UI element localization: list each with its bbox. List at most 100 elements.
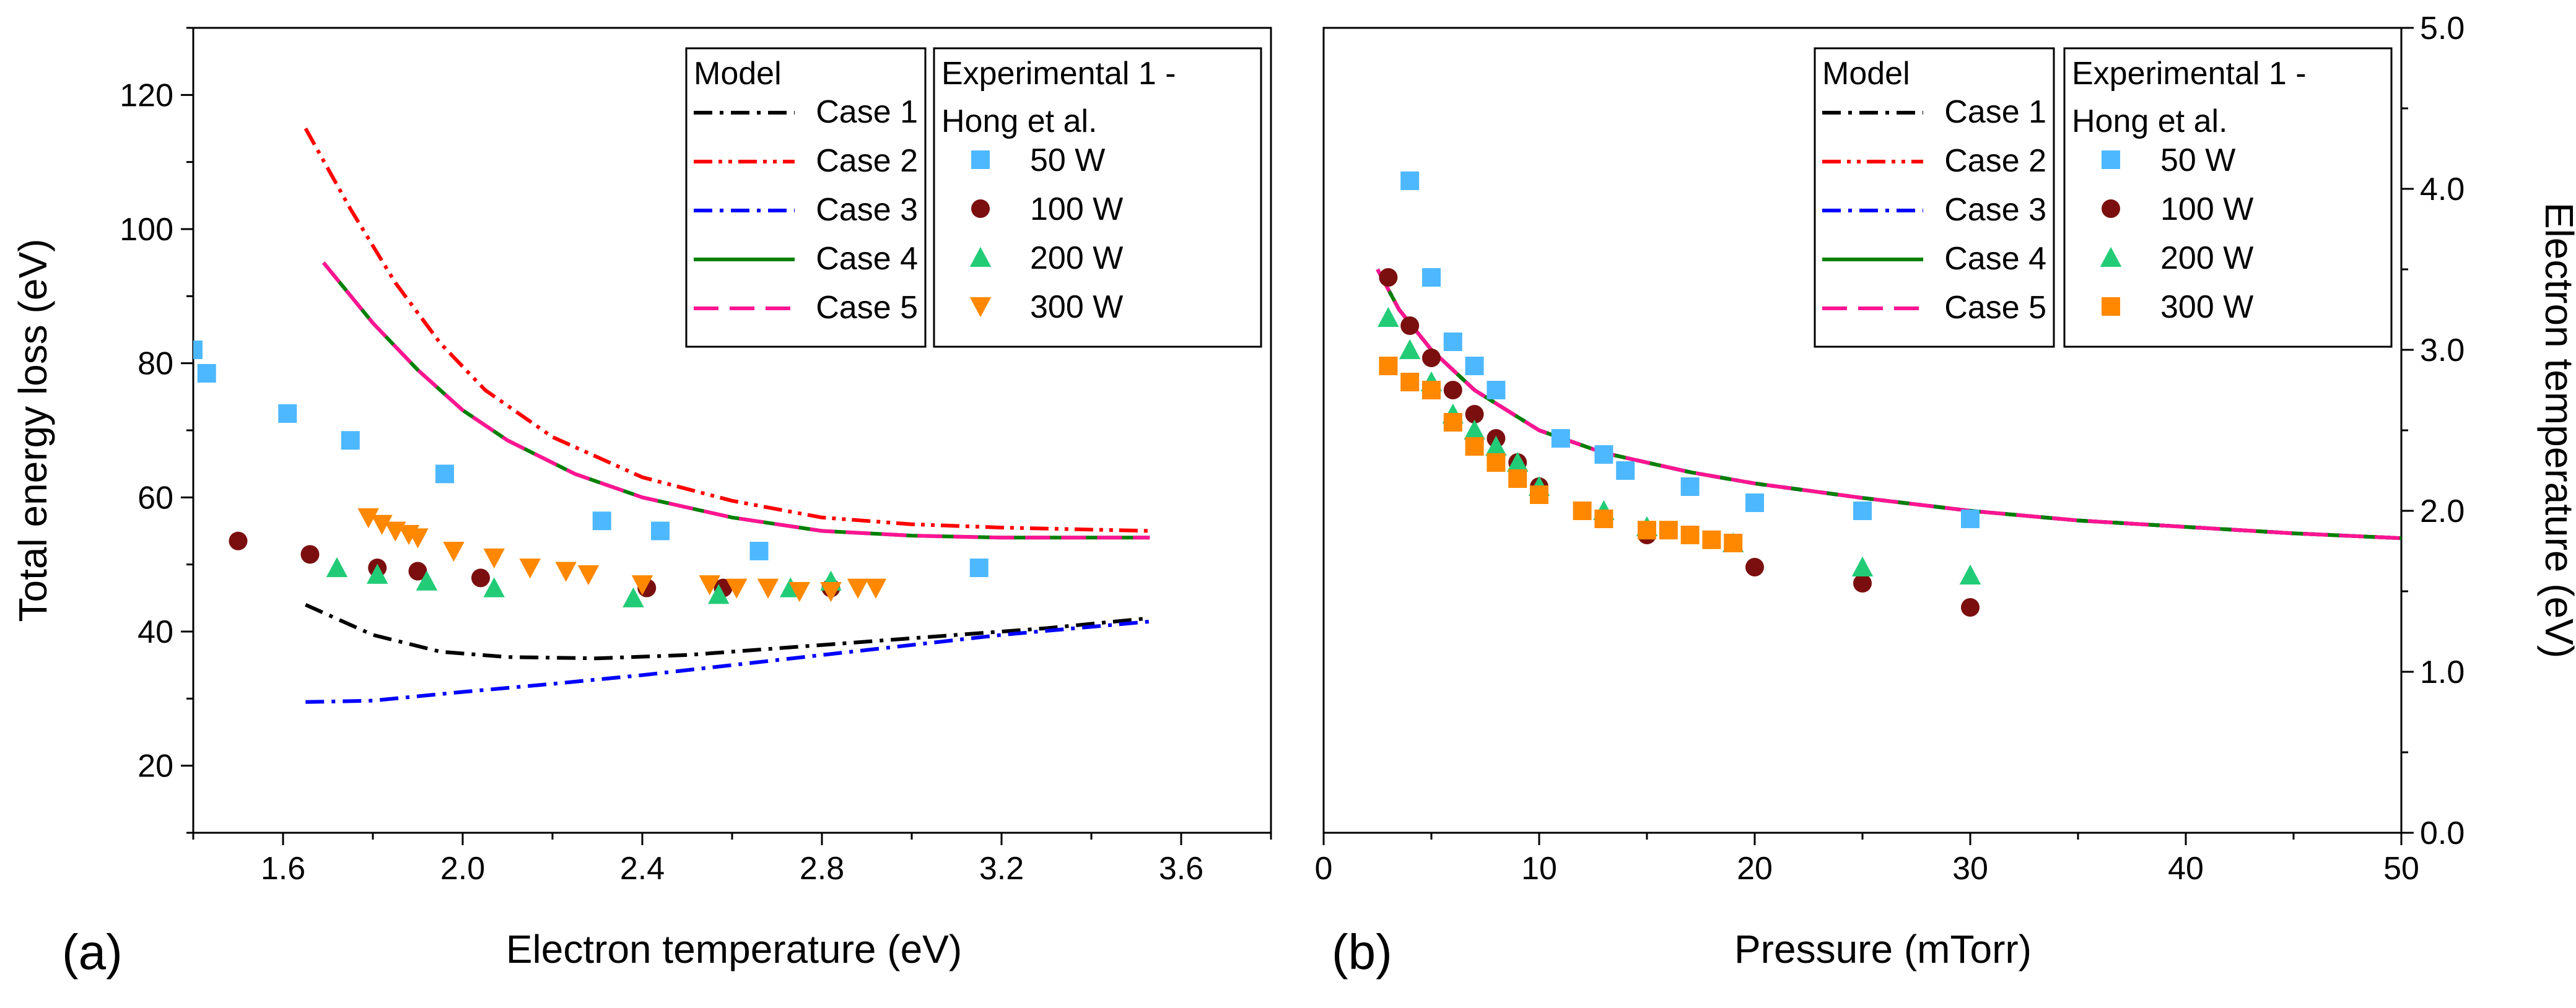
legend-marker-swatch bbox=[971, 199, 990, 218]
point-300w bbox=[1487, 453, 1506, 472]
point-50w bbox=[1961, 510, 1980, 528]
point-100w bbox=[1961, 598, 1980, 617]
y-axis-label: Electron temperature (eV) bbox=[2537, 202, 2576, 658]
point-200w bbox=[1378, 306, 1399, 327]
point-300w bbox=[757, 578, 779, 599]
legend-marker-label: 200 W bbox=[1030, 240, 1123, 276]
x-tick-label: 3.2 bbox=[979, 851, 1024, 887]
point-100w bbox=[1400, 316, 1420, 335]
point-50w bbox=[193, 341, 203, 359]
legend-exp-box bbox=[2063, 47, 2393, 348]
point-100w bbox=[1379, 268, 1398, 287]
panel-b: 0 10 20 30 40 500.0 1.0 2.0 3.0 4.0 5.0 Pressure (m… bbox=[1315, 11, 2576, 980]
y-tick-label: 120 bbox=[120, 77, 173, 113]
legend-marker-label: 300 W bbox=[2160, 289, 2253, 325]
point-200w bbox=[326, 557, 348, 578]
point-200w bbox=[708, 584, 730, 604]
y-tick-label: 20 bbox=[138, 749, 173, 784]
y-tick-label: 80 bbox=[138, 346, 173, 382]
legend-line-label: Case 3 bbox=[1944, 192, 2046, 228]
legend-marker-label: 50 W bbox=[2160, 142, 2235, 178]
y-tick-label: 100 bbox=[120, 212, 173, 248]
point-100w bbox=[1465, 405, 1484, 424]
point-300w bbox=[407, 528, 429, 549]
legend-line-label: Case 3 bbox=[816, 192, 918, 228]
x-tick-label: 1.6 bbox=[261, 851, 305, 887]
legend-line-label: Case 1 bbox=[816, 94, 918, 130]
point-50w bbox=[1853, 502, 1872, 520]
point-300w bbox=[699, 575, 720, 596]
legend-line-label: Case 4 bbox=[816, 241, 918, 277]
y-tick-label: 3.0 bbox=[2420, 332, 2465, 368]
point-50w bbox=[1745, 493, 1764, 512]
point-50w bbox=[1422, 268, 1441, 287]
point-100w bbox=[471, 568, 490, 588]
point-100w bbox=[1745, 558, 1764, 576]
legend-marker-label: 100 W bbox=[2160, 191, 2253, 227]
point-300w bbox=[1508, 469, 1527, 488]
point-300w bbox=[1465, 437, 1484, 456]
point-300w bbox=[483, 548, 505, 569]
legend-exp-title: Experimental 1 - bbox=[2072, 56, 2307, 92]
point-200w bbox=[1464, 419, 1485, 440]
legend-model-title: Model bbox=[1822, 56, 1910, 92]
y-tick-label: 0.0 bbox=[2420, 815, 2465, 851]
point-50w bbox=[1465, 357, 1484, 375]
point-100w bbox=[1422, 349, 1441, 367]
point-50w bbox=[1551, 429, 1570, 448]
point-50w bbox=[1594, 445, 1613, 464]
point-200w bbox=[1506, 451, 1529, 472]
x-tick-label: 50 bbox=[2383, 851, 2419, 887]
point-300w bbox=[577, 565, 600, 586]
x-tick-label: 0 bbox=[1315, 851, 1333, 887]
x-tick-label: 40 bbox=[2168, 851, 2204, 887]
y-axis-label: Total energy loss (eV) bbox=[11, 239, 55, 622]
point-300w bbox=[357, 508, 379, 529]
legend-line-label: Case 2 bbox=[816, 143, 918, 179]
point-50w bbox=[749, 542, 769, 560]
legend-model-box bbox=[1814, 47, 2055, 348]
y-tick-label: 2.0 bbox=[2420, 493, 2465, 529]
point-300w bbox=[555, 562, 577, 582]
legend-marker-swatch bbox=[971, 150, 990, 169]
point-50w bbox=[969, 558, 989, 578]
x-tick-label: 10 bbox=[1521, 851, 1557, 887]
series-lines bbox=[303, 128, 1150, 704]
point-300w bbox=[1379, 357, 1398, 375]
legend-line-label: Case 1 bbox=[1944, 94, 2046, 130]
x-tick-label: 3.6 bbox=[1159, 851, 1203, 887]
legend-line-label: Case 5 bbox=[1944, 290, 2046, 326]
legend-line-label: Case 5 bbox=[816, 290, 918, 326]
series-line-case-5 bbox=[1376, 268, 2401, 541]
series-line-case-1 bbox=[305, 602, 1150, 661]
x-tick-label: 20 bbox=[1737, 851, 1773, 887]
point-200w bbox=[1959, 564, 1981, 584]
legend-marker-label: 50 W bbox=[1030, 142, 1105, 178]
point-300w bbox=[1680, 526, 1700, 544]
point-200w bbox=[416, 570, 438, 591]
panel-a: 1.6 2.0 2.4 2.8 3.2 3.6 20 40 60 80 100 120 Electron… bbox=[11, 27, 1272, 980]
point-300w bbox=[631, 575, 653, 596]
point-300w bbox=[1422, 381, 1441, 399]
point-50w bbox=[1487, 381, 1506, 399]
point-50w bbox=[1616, 461, 1635, 480]
point-300w bbox=[1659, 521, 1678, 540]
legend-marker-swatch bbox=[2102, 297, 2120, 316]
point-100w bbox=[229, 531, 248, 550]
x-axis-label: Electron temperature (eV) bbox=[506, 927, 962, 971]
legend-marker-swatch bbox=[2102, 199, 2120, 218]
point-50w bbox=[1680, 477, 1700, 496]
point-200w bbox=[483, 577, 505, 597]
point-300w bbox=[788, 582, 810, 602]
x-tick-label: 30 bbox=[1952, 851, 1988, 887]
x-tick-label: 2.8 bbox=[800, 851, 844, 887]
legend-marker-label: 300 W bbox=[1030, 289, 1123, 325]
legend-model-box bbox=[685, 47, 927, 348]
point-100w bbox=[408, 562, 427, 581]
scatter-points bbox=[193, 341, 989, 607]
legend-marker-swatch bbox=[2100, 246, 2122, 267]
x-tick-label: 2.4 bbox=[620, 851, 665, 887]
point-100w bbox=[300, 545, 320, 564]
legend-exp-title: Experimental 1 - bbox=[941, 56, 1176, 92]
